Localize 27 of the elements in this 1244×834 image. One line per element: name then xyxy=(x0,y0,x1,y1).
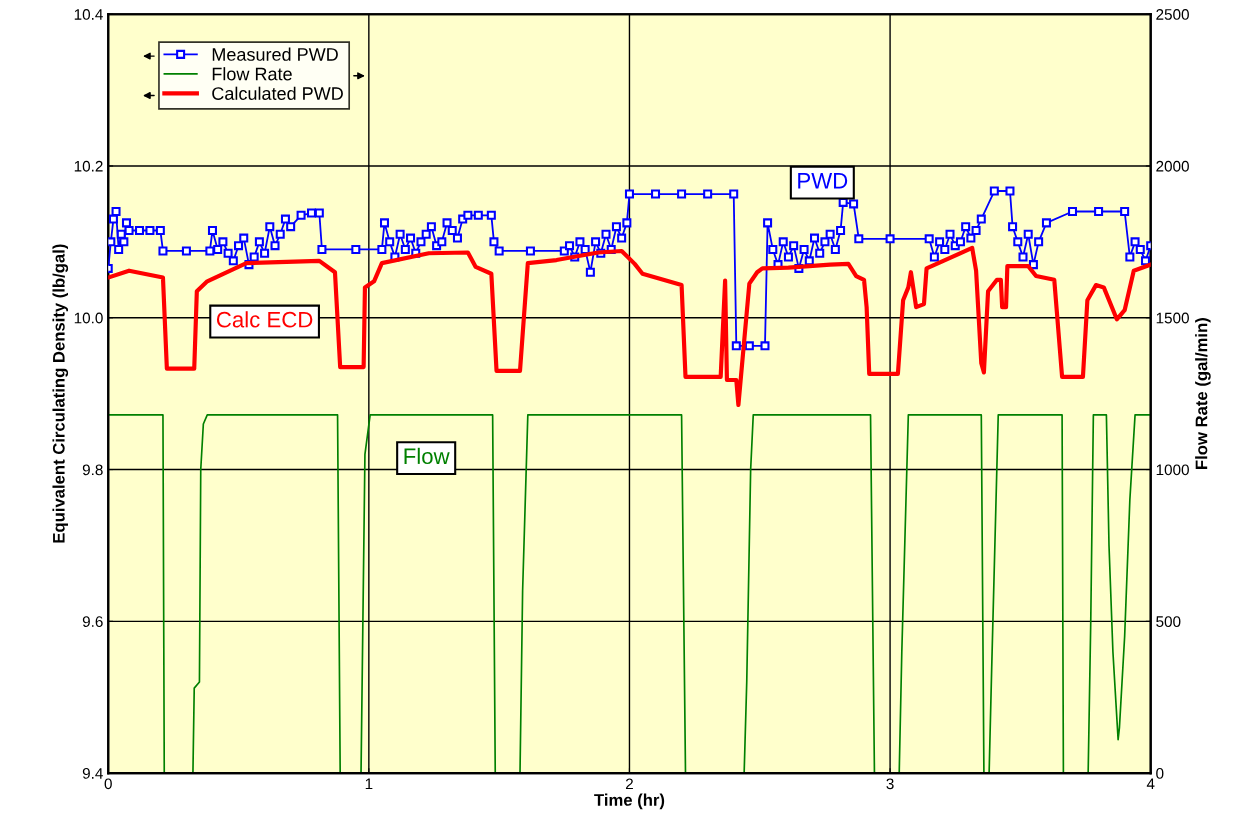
y-tick-label: 9.8 xyxy=(82,464,103,476)
y-tick-label: 10.2 xyxy=(74,160,103,172)
x-tick-label: 1 xyxy=(365,778,373,790)
y-axis-title: Equivalent Circulating Density (lb/gal) xyxy=(52,244,69,543)
y-tick-label: 9.4 xyxy=(82,767,103,779)
annotation: Flow xyxy=(404,447,450,465)
annotation: Calc ECD xyxy=(216,311,313,328)
legend-label: Calculated PWD xyxy=(212,86,343,100)
x-axis-title: Time (hr) xyxy=(594,793,665,810)
annotation: PWD xyxy=(798,173,848,189)
y2-tick-label: 0 xyxy=(1156,767,1164,779)
y2-tick-label: 500 xyxy=(1156,616,1181,628)
y-tick-label: 10.4 xyxy=(74,9,103,20)
x-tick-label: 0 xyxy=(104,778,112,790)
x-tick-label: 2 xyxy=(625,778,633,790)
line-series xyxy=(108,245,1151,408)
x-tick-label: 3 xyxy=(886,778,894,790)
y2-tick-label: 2500 xyxy=(1156,9,1189,20)
y2-tick-label: 1500 xyxy=(1156,312,1189,324)
y-tick-label: 10.0 xyxy=(74,312,103,324)
y-tick-label: 9.6 xyxy=(82,616,103,628)
x-tick-label: 4 xyxy=(1146,778,1155,790)
y2-tick-label: 1000 xyxy=(1156,464,1189,476)
y2-axis-title: Flow Rate (gal/min) xyxy=(1195,318,1211,469)
legend-label: Flow Rate xyxy=(212,67,292,81)
y2-tick-label: 2000 xyxy=(1156,160,1189,172)
legend-label: Measured PWD xyxy=(212,47,338,61)
